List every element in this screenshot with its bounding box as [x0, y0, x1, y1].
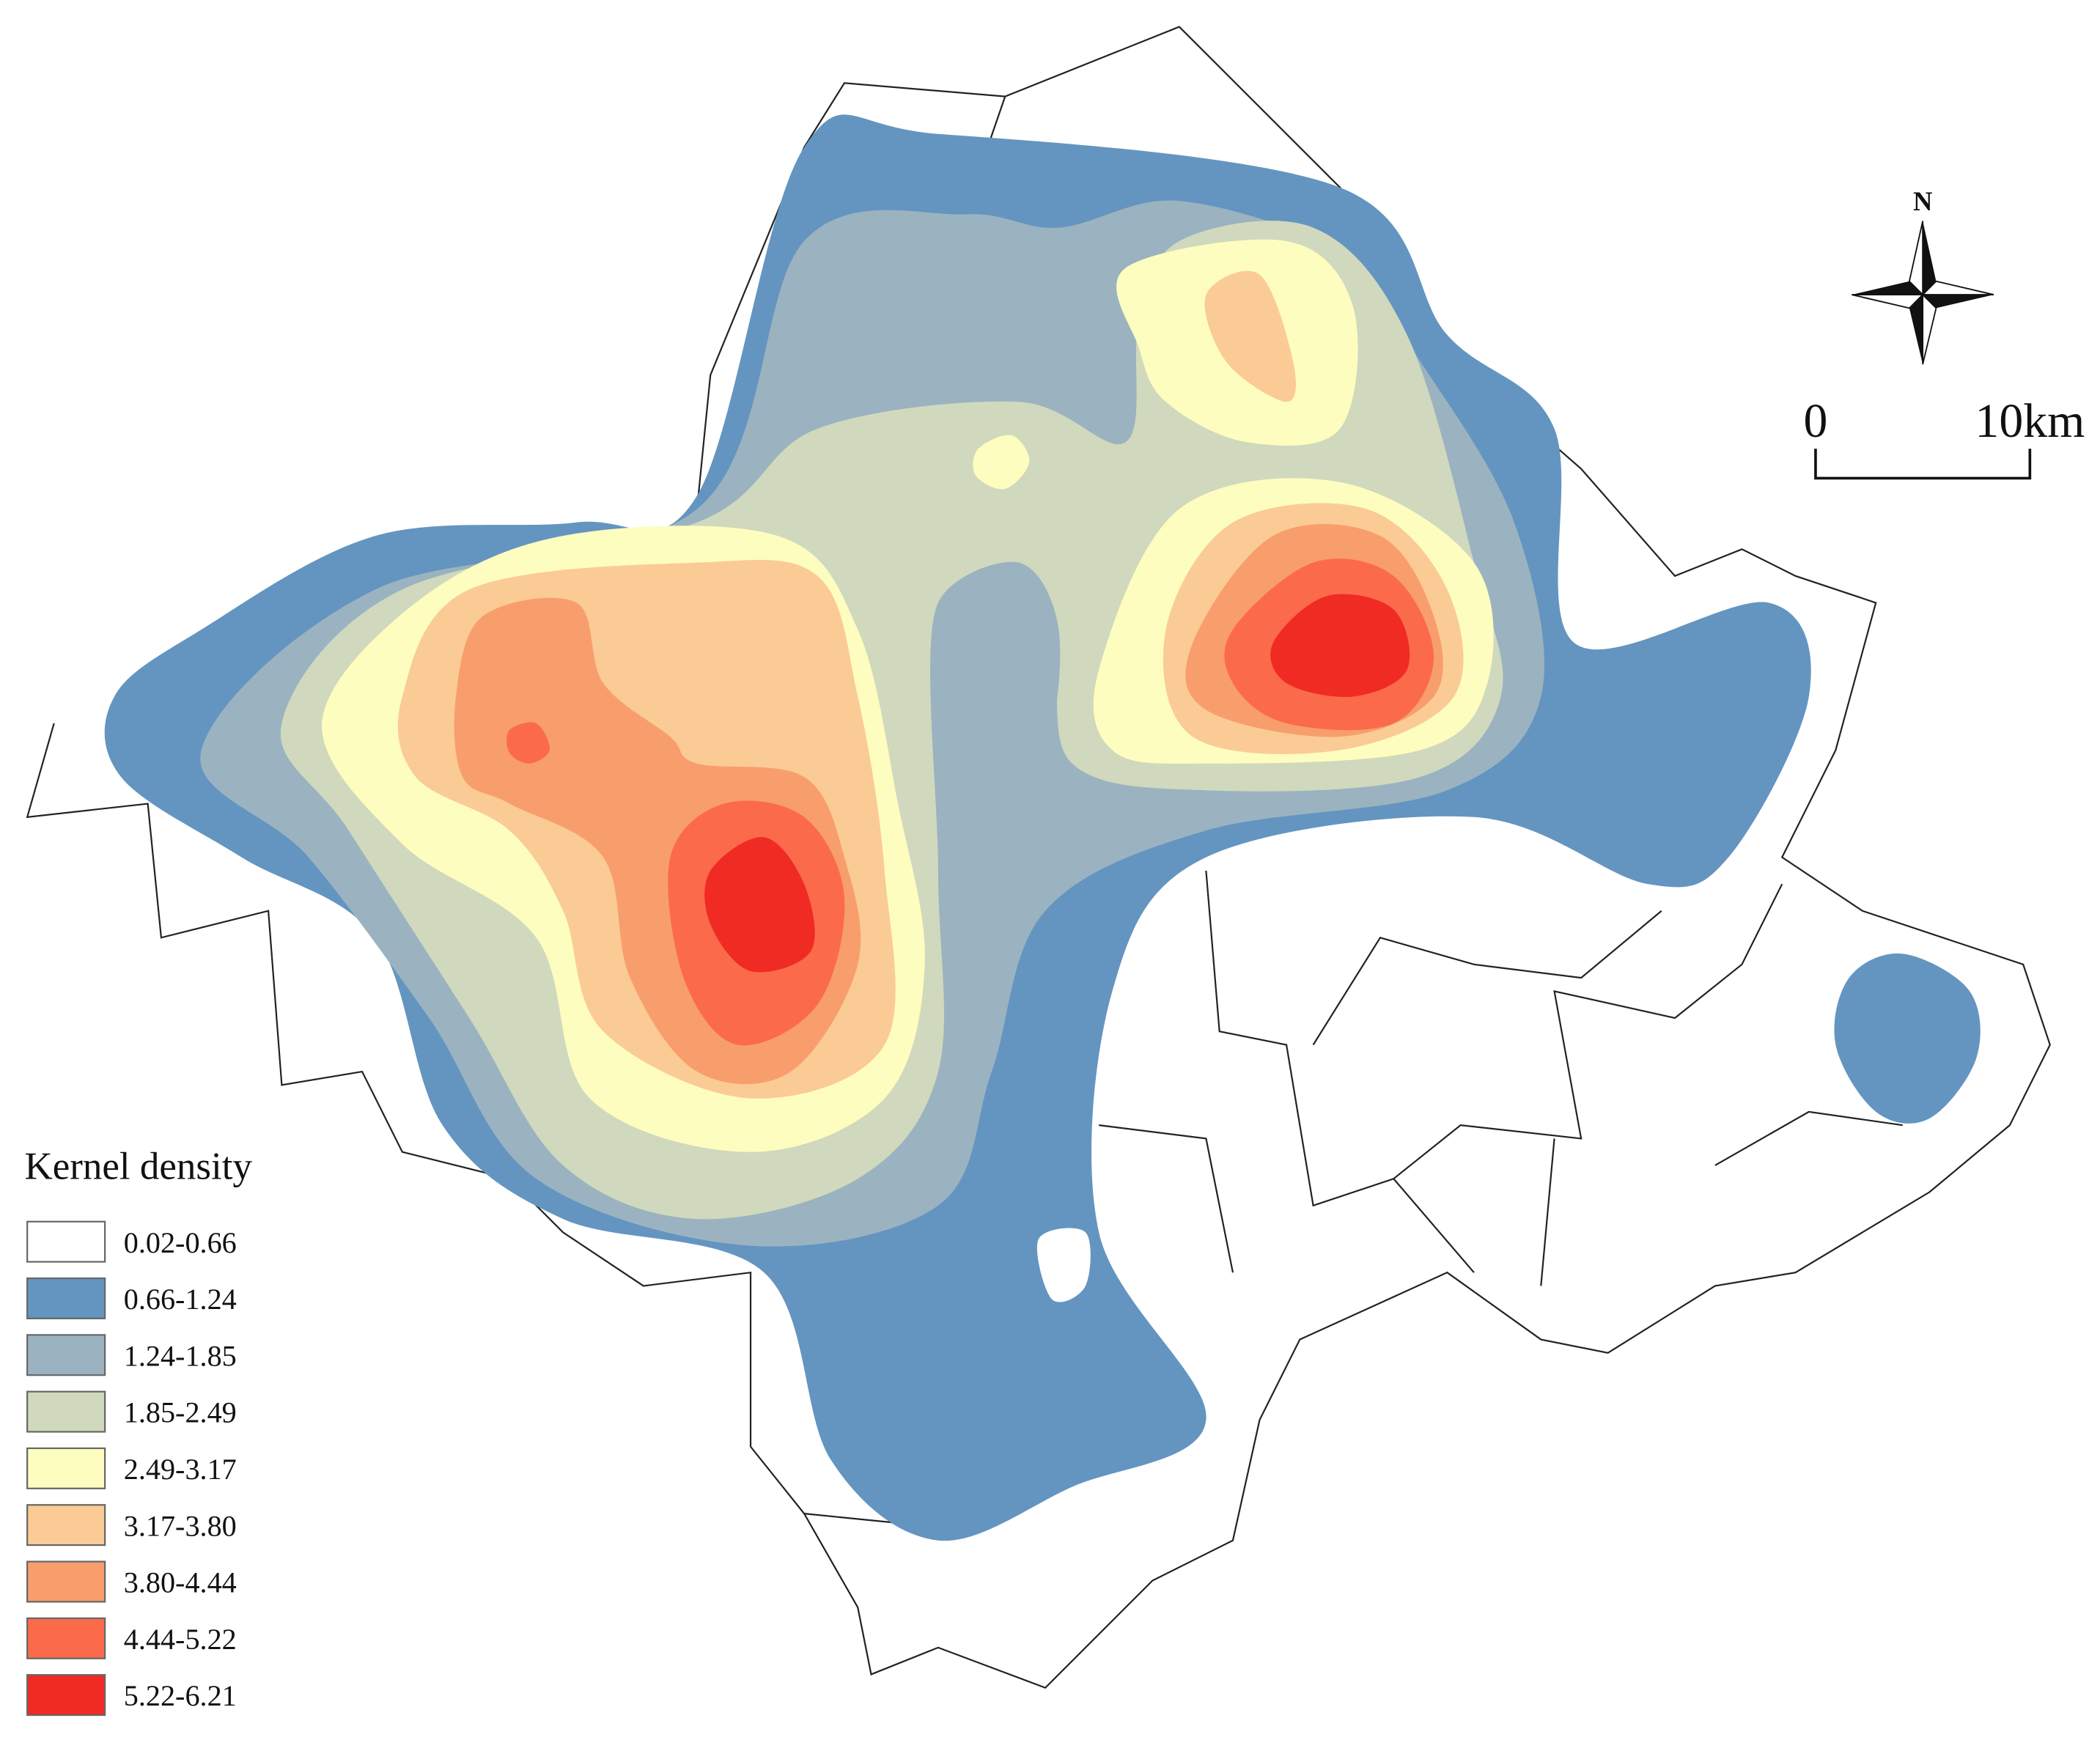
legend-label: 0.02-0.66 [124, 1226, 237, 1259]
arrow-part [1923, 295, 1994, 309]
legend-swatch [26, 1334, 106, 1376]
density-zone [1834, 953, 1981, 1124]
north-label: N [1913, 186, 1932, 216]
legend-swatch [26, 1447, 106, 1489]
arrow-part [1852, 294, 1925, 309]
density-zone [704, 837, 815, 973]
scale-label: 0 [1804, 394, 1828, 448]
legend-label: 3.17-3.80 [124, 1509, 237, 1542]
legend-swatch [26, 1674, 106, 1717]
legend-label: 1.24-1.85 [124, 1339, 237, 1372]
legend-label: 5.22-6.21 [124, 1679, 237, 1712]
legend-swatch [26, 1617, 106, 1659]
density-zone [506, 722, 550, 764]
density-zone [1036, 1228, 1091, 1302]
density-zone [932, 561, 1061, 778]
legend-label: 3.80-4.44 [124, 1566, 237, 1599]
legend-swatch [26, 1504, 106, 1547]
arrow-part [1923, 221, 1937, 295]
legend-label: 0.66-1.24 [124, 1283, 237, 1316]
scale-label: 10km [1975, 394, 2085, 448]
arrow-part [1852, 281, 1923, 295]
legend-label: 4.44-5.22 [124, 1623, 237, 1656]
legend-swatch [26, 1277, 106, 1319]
scale-line [1814, 449, 2032, 480]
inner-boundaries [804, 870, 1903, 1528]
legend-label: 2.49-3.17 [124, 1453, 237, 1486]
north-arrow: N [1852, 186, 1994, 365]
legend: 0.02-0.66 0.66-1.24 1.24-1.85 1.85-2.49 2.49… [26, 1220, 237, 1717]
density-zone [973, 435, 1030, 490]
scale-bar: 0 10km [1804, 394, 2085, 480]
legend-swatch [26, 1390, 106, 1433]
legend-title: Kernel density [25, 1145, 253, 1187]
arrow-part [1909, 295, 1923, 365]
legend-swatch [26, 1560, 106, 1603]
arrow-part [1920, 280, 1994, 295]
legend-swatch [26, 1220, 106, 1263]
density-zone [1270, 594, 1410, 697]
density-zones [104, 114, 1981, 1541]
density-zone [1204, 270, 1297, 402]
legend-label: 1.85-2.49 [124, 1396, 237, 1429]
